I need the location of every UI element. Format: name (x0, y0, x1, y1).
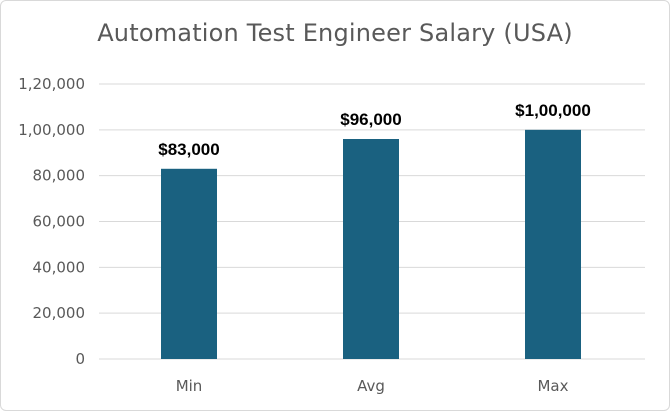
data-label: $1,00,000 (515, 101, 591, 120)
bar-avg (343, 139, 399, 359)
data-label: $83,000 (158, 140, 219, 159)
data-label: $96,000 (340, 110, 401, 129)
y-tick-label: 20,000 (33, 304, 86, 322)
y-tick-label: 1,00,000 (18, 121, 85, 139)
chart-title: Automation Test Engineer Salary (USA) (97, 19, 573, 47)
x-tick-label: Avg (357, 377, 385, 395)
bar-max (525, 129, 581, 359)
bar-min (161, 168, 217, 359)
y-tick-label: 80,000 (33, 167, 86, 185)
y-tick-label: 1,20,000 (18, 75, 85, 93)
x-tick-label: Max (537, 377, 568, 395)
y-tick-label: 0 (75, 350, 85, 368)
y-tick-label: 40,000 (33, 258, 86, 276)
x-tick-label: Min (176, 377, 203, 395)
y-tick-label: 60,000 (33, 213, 86, 231)
